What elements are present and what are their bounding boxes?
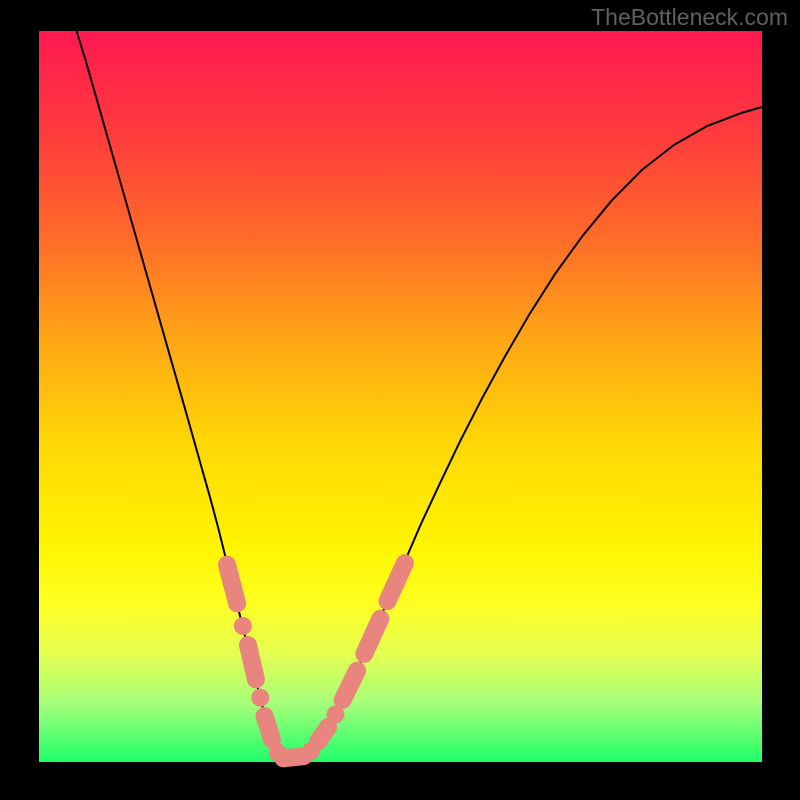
marker-capsule	[364, 619, 380, 654]
chart-svg-overlay	[0, 0, 800, 800]
marker-capsule	[265, 716, 272, 739]
marker-capsule	[343, 671, 357, 700]
marker-dot	[251, 689, 269, 707]
marker-capsule	[227, 565, 237, 604]
dotted-marker-group	[227, 563, 405, 761]
marker-capsule	[248, 645, 256, 679]
marker-capsule	[318, 727, 328, 742]
bottleneck-curve	[77, 31, 762, 760]
watermark: TheBottleneck.com	[591, 4, 788, 31]
marker-capsule	[387, 563, 404, 601]
marker-dot	[234, 617, 252, 635]
marker-capsule	[283, 756, 303, 758]
